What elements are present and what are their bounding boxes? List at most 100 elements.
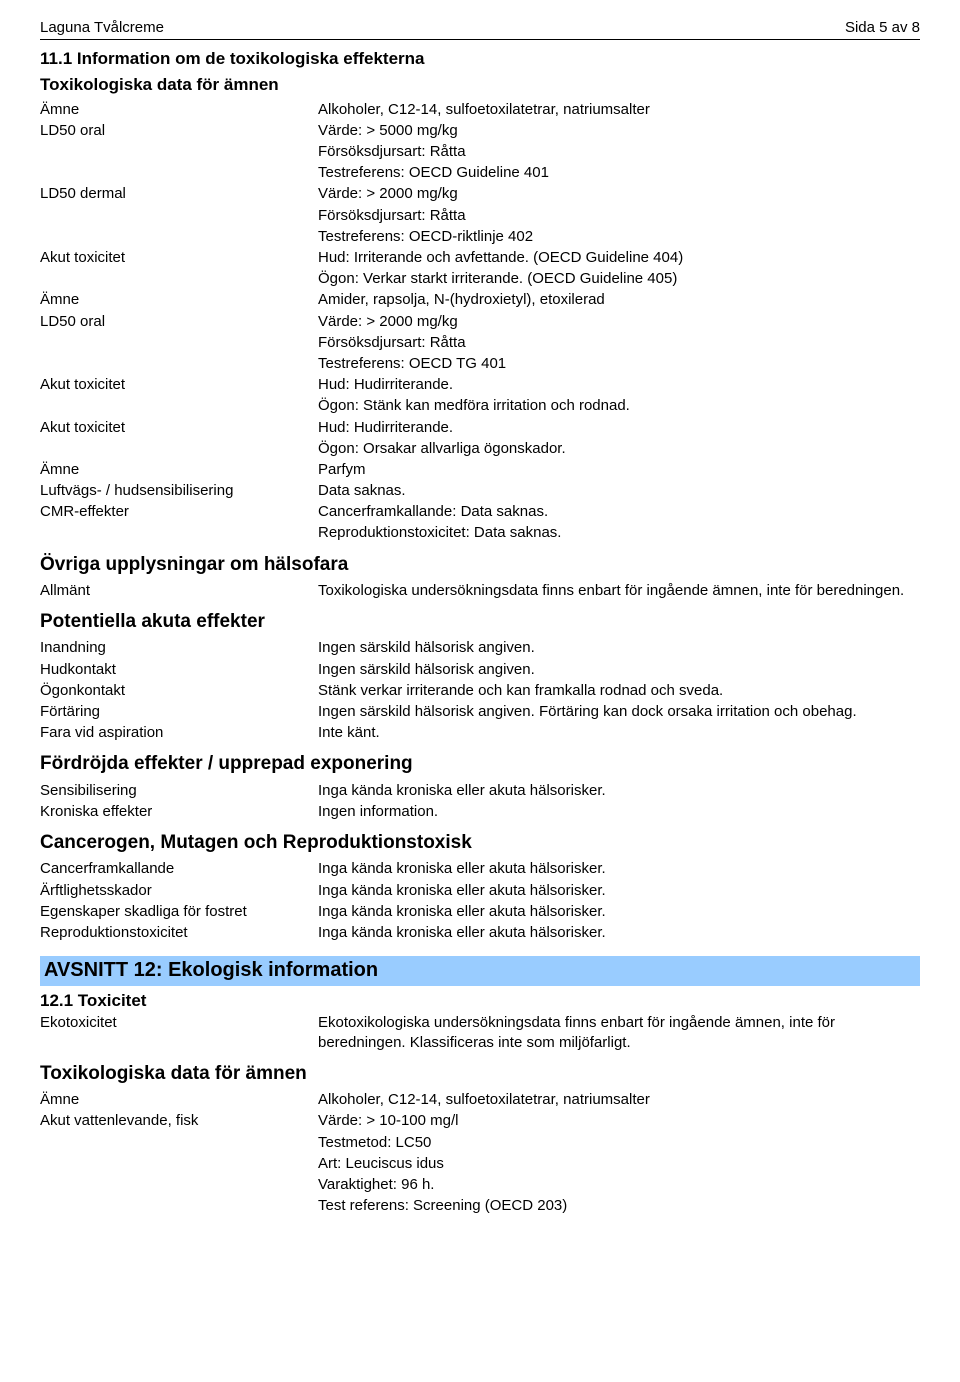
section-11-title: 11.1 Information om de toxikologiska eff… — [40, 48, 920, 70]
kv-key: Luftvägs- / hudsensibilisering — [40, 481, 318, 500]
kv-key — [40, 439, 318, 458]
kv-value: Ekotoxikologiska undersökningsdata finns… — [318, 1013, 920, 1051]
kv-row: Försöksdjursart: Råtta — [40, 333, 920, 352]
kv-row: ÖgonkontaktStänk verkar irriterande och … — [40, 681, 920, 700]
kv-key: Inandning — [40, 638, 318, 657]
kv-row: ÄmneAlkoholer, C12-14, sulfoetoxilatetra… — [40, 1090, 920, 1109]
kv-row: Ögon: Verkar starkt irriterande. (OECD G… — [40, 269, 920, 288]
kv-row: ÄrftlighetsskadorInga kända kroniska ell… — [40, 881, 920, 900]
kv-row: Fara vid aspirationInte känt. — [40, 723, 920, 742]
kv-row: Testreferens: OECD-riktlinje 402 — [40, 227, 920, 246]
kv-key: Allmänt — [40, 581, 318, 600]
kv-key: Kroniska effekter — [40, 802, 318, 821]
kv-value: Data saknas. — [318, 481, 920, 500]
kv-row: EkotoxicitetEkotoxikologiska undersöknin… — [40, 1013, 920, 1051]
kv-key: LD50 oral — [40, 312, 318, 331]
kv-row: Testreferens: OECD Guideline 401 — [40, 163, 920, 182]
kv-value: Cancerframkallande: Data saknas. — [318, 502, 920, 521]
kv-value: Inga kända kroniska eller akuta hälsoris… — [318, 881, 920, 900]
ovriga-rows: AllmäntToxikologiska undersökningsdata f… — [40, 581, 920, 600]
tox-data-heading-12: Toxikologiska data för ämnen — [40, 1062, 920, 1086]
header-right: Sida 5 av 8 — [845, 18, 920, 37]
cancer-heading: Cancerogen, Mutagen och Reproduktionstox… — [40, 831, 920, 855]
kv-value: Värde: > 2000 mg/kg — [318, 184, 920, 203]
kv-row: ÄmneParfym — [40, 460, 920, 479]
kv-value: Test referens: Screening (OECD 203) — [318, 1196, 920, 1215]
kv-key: Egenskaper skadliga för fostret — [40, 902, 318, 921]
kv-row: Akut vattenlevande, fiskVärde: > 10-100 … — [40, 1111, 920, 1130]
kv-key: Ärftlighetsskador — [40, 881, 318, 900]
potentiella-heading: Potentiella akuta effekter — [40, 610, 920, 634]
kv-key — [40, 523, 318, 542]
kv-value: Ingen särskild hälsorisk angiven. — [318, 638, 920, 657]
fordrojda-rows: SensibiliseringInga kända kroniska eller… — [40, 781, 920, 821]
kv-row: Luftvägs- / hudsensibiliseringData sakna… — [40, 481, 920, 500]
ovriga-heading: Övriga upplysningar om hälsofara — [40, 553, 920, 577]
kv-value: Ögon: Orsakar allvarliga ögonskador. — [318, 439, 920, 458]
kv-value: Försöksdjursart: Råtta — [318, 333, 920, 352]
kv-value: Inga kända kroniska eller akuta hälsoris… — [318, 923, 920, 942]
kv-value: Alkoholer, C12-14, sulfoetoxilatetrar, n… — [318, 1090, 920, 1109]
kv-key — [40, 227, 318, 246]
kv-key: CMR-effekter — [40, 502, 318, 521]
kv-value: Amider, rapsolja, N-(hydroxietyl), etoxi… — [318, 290, 920, 309]
kv-key: Hudkontakt — [40, 660, 318, 679]
kv-key: Akut toxicitet — [40, 248, 318, 267]
kv-key — [40, 396, 318, 415]
kv-value: Testreferens: OECD TG 401 — [318, 354, 920, 373]
kv-row: Testmetod: LC50 — [40, 1133, 920, 1152]
kv-row: LD50 oralVärde: > 2000 mg/kg — [40, 312, 920, 331]
eko-rows: EkotoxicitetEkotoxikologiska undersöknin… — [40, 1013, 920, 1051]
avsnitt-12-banner: AVSNITT 12: Ekologisk information — [40, 956, 920, 986]
kv-key: Akut vattenlevande, fisk — [40, 1111, 318, 1130]
header-left: Laguna Tvålcreme — [40, 18, 164, 37]
kv-value: Värde: > 2000 mg/kg — [318, 312, 920, 331]
kv-value: Varaktighet: 96 h. — [318, 1175, 920, 1194]
kv-key — [40, 333, 318, 352]
kv-value: Reproduktionstoxicitet: Data saknas. — [318, 523, 920, 542]
kv-key: LD50 dermal — [40, 184, 318, 203]
kv-value: Hud: Hudirriterande. — [318, 418, 920, 437]
kv-value: Försöksdjursart: Råtta — [318, 206, 920, 225]
kv-row: LD50 oralVärde: > 5000 mg/kg — [40, 121, 920, 140]
kv-row: ÄmneAmider, rapsolja, N-(hydroxietyl), e… — [40, 290, 920, 309]
kv-row: Akut toxicitetHud: Hudirriterande. — [40, 418, 920, 437]
kv-value: Värde: > 5000 mg/kg — [318, 121, 920, 140]
potentiella-rows: InandningIngen särskild hälsorisk angive… — [40, 638, 920, 742]
kv-key: Ämne — [40, 1090, 318, 1109]
kv-row: Art: Leuciscus idus — [40, 1154, 920, 1173]
kv-key — [40, 269, 318, 288]
fordrojda-heading: Fördröjda effekter / upprepad exponering — [40, 752, 920, 776]
kv-value: Testreferens: OECD Guideline 401 — [318, 163, 920, 182]
kv-row: Akut toxicitetHud: Irriterande och avfet… — [40, 248, 920, 267]
kv-row: CancerframkallandeInga kända kroniska el… — [40, 859, 920, 878]
kv-value: Alkoholer, C12-14, sulfoetoxilatetrar, n… — [318, 100, 920, 119]
kv-key — [40, 1196, 318, 1215]
kv-value: Testreferens: OECD-riktlinje 402 — [318, 227, 920, 246]
kv-key — [40, 163, 318, 182]
kv-row: Varaktighet: 96 h. — [40, 1175, 920, 1194]
kv-value: Ögon: Stänk kan medföra irritation och r… — [318, 396, 920, 415]
kv-key: Akut toxicitet — [40, 375, 318, 394]
kv-key: Ämne — [40, 100, 318, 119]
kv-value: Ögon: Verkar starkt irriterande. (OECD G… — [318, 269, 920, 288]
kv-value: Värde: > 10-100 mg/l — [318, 1111, 920, 1130]
kv-row: HudkontaktIngen särskild hälsorisk angiv… — [40, 660, 920, 679]
kv-value: Art: Leuciscus idus — [318, 1154, 920, 1173]
section-12-sub: 12.1 Toxicitet — [40, 990, 920, 1012]
tox-rows-12: ÄmneAlkoholer, C12-14, sulfoetoxilatetra… — [40, 1090, 920, 1215]
kv-row: AllmäntToxikologiska undersökningsdata f… — [40, 581, 920, 600]
kv-row: ReproduktionstoxicitetInga kända kronisk… — [40, 923, 920, 942]
kv-value: Ingen information. — [318, 802, 920, 821]
kv-key: Sensibilisering — [40, 781, 318, 800]
kv-value: Försöksdjursart: Råtta — [318, 142, 920, 161]
kv-row: Reproduktionstoxicitet: Data saknas. — [40, 523, 920, 542]
kv-row: ÄmneAlkoholer, C12-14, sulfoetoxilatetra… — [40, 100, 920, 119]
kv-key: Fara vid aspiration — [40, 723, 318, 742]
kv-key — [40, 1154, 318, 1173]
kv-key: Ämne — [40, 290, 318, 309]
tox-data-heading-11: Toxikologiska data för ämnen — [40, 74, 920, 96]
kv-row: FörtäringIngen särskild hälsorisk angive… — [40, 702, 920, 721]
kv-value: Ingen särskild hälsorisk angiven. Förtär… — [318, 702, 920, 721]
kv-key — [40, 206, 318, 225]
